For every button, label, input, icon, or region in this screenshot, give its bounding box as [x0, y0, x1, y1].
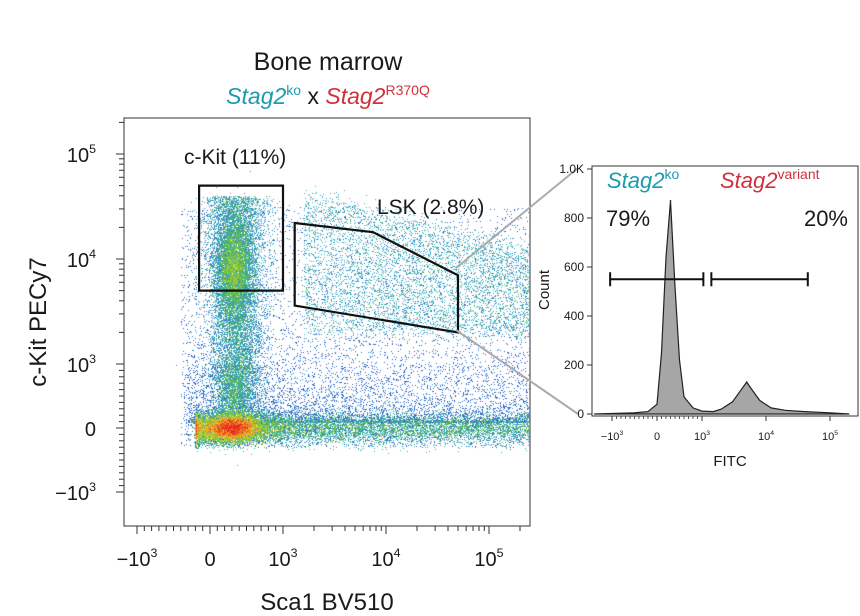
density-cloud: [124, 118, 530, 526]
density-y-tick-label: 103: [67, 352, 96, 377]
density-y-tick-label-exp: 3: [89, 480, 96, 494]
density-y-tick-label-base: 0: [85, 419, 96, 441]
density-y-tick-label: 104: [67, 247, 96, 272]
density-x-tick-label: −103: [117, 546, 158, 571]
density-x-tick-label: 104: [371, 546, 400, 571]
hist-y-tick-label: 800: [564, 211, 584, 225]
histogram-y-axis: 1.0K 800 600 400 200 0: [559, 162, 592, 421]
figure-title: Bone marrow: [254, 48, 404, 76]
density-gates: [198, 184, 460, 334]
hist-x-tick-label-exp: 4: [770, 430, 774, 437]
histogram-area: [594, 200, 850, 415]
hist-label-stag2ko-gene: Stag2: [607, 168, 665, 193]
hist-x-tick-label: −103: [601, 430, 624, 443]
hist-y-tick-label: 0: [577, 407, 584, 421]
zoom-connector-top: [455, 167, 579, 269]
hist-x-tick-label-base: −10: [601, 431, 620, 443]
density-x-tick-label-base: 10: [371, 549, 393, 571]
hist-x-tick-label: 104: [758, 430, 774, 443]
hist-x-tick-label-base: 10: [694, 431, 706, 443]
hist-y-tick-label: 1.0K: [559, 162, 584, 176]
hist-label-stag2ko: Stag2ko: [607, 166, 680, 193]
density-y-tick-label: 105: [67, 142, 96, 167]
density-x-tick-label: 105: [474, 546, 503, 571]
density-y-tick-label-base: 10: [67, 145, 89, 167]
hist-y-tick-label: 600: [564, 260, 584, 274]
density-y-tick-label: −103: [55, 480, 96, 505]
density-y-label: c-Kit PECy7: [25, 257, 52, 386]
histogram-x-axis: −103 0 103 104 105: [601, 416, 838, 443]
histogram-frame: [591, 165, 859, 417]
hist-label-stag2ko-sup: ko: [665, 166, 680, 182]
histogram-peak: [669, 200, 672, 202]
density-x-tick-label: 103: [268, 546, 297, 571]
density-heatmap-image: [124, 118, 530, 526]
histogram-gates: [609, 272, 809, 287]
density-x-tick-label-base: 10: [268, 549, 290, 571]
hist-x-tick-label-exp: 5: [834, 430, 838, 437]
hist-x-tick-label-exp: 3: [619, 430, 623, 437]
figure-subtitle: Stag2ko x Stag2R370Q: [226, 82, 430, 109]
subtitle-gene-b-sup: R370Q: [385, 82, 429, 98]
hist-x-tick-label-exp: 3: [706, 430, 710, 437]
density-y-tick-label-exp: 3: [89, 352, 96, 366]
density-x-tick-label-base: 0: [204, 549, 215, 571]
density-x-label: Sca1 BV510: [260, 589, 393, 616]
hist-x-tick-label: 105: [822, 430, 838, 443]
density-x-axis: −103 0 103 104 105: [117, 526, 521, 571]
gate-label-ckit: c-Kit (11%): [184, 146, 286, 169]
density-y-tick-label-base: 10: [67, 355, 89, 377]
hist-y-tick-label: 200: [564, 358, 584, 372]
density-y-tick-label-base: 10: [67, 250, 89, 272]
subtitle-joiner: x: [301, 83, 325, 109]
density-x-tick-label-exp: 4: [394, 546, 401, 560]
hist-y-tick-label: 400: [564, 309, 584, 323]
histogram-y-label: Count: [536, 269, 553, 310]
subtitle-gene-a-sup: ko: [286, 82, 301, 98]
hist-label-stag2variant: Stag2variant: [720, 166, 820, 193]
hist-label-stag2variant-gene: Stag2: [720, 168, 778, 193]
density-x-tick-label-base: −10: [117, 549, 151, 571]
zoom-connector-bottom: [455, 329, 579, 415]
subtitle-gene-a: Stag2: [226, 83, 286, 109]
hist-x-tick-label-base: 10: [822, 431, 834, 443]
hist-x-tick-label-base: 0: [654, 431, 660, 443]
histogram-peak: [745, 381, 748, 383]
density-x-tick-label-base: 10: [474, 549, 496, 571]
gate-lsk: [293, 221, 460, 334]
subtitle-gene-b: Stag2: [325, 83, 385, 109]
density-x-tick-label-exp: 3: [151, 546, 158, 560]
gate-label-lsk: LSK (2.8%): [377, 196, 484, 219]
density-y-tick-label: 0: [85, 419, 96, 441]
density-x-tick-label-exp: 3: [291, 546, 298, 560]
hist-label-stag2variant-sup: variant: [778, 166, 820, 182]
density-y-tick-label-exp: 4: [89, 247, 96, 261]
hist-x-tick-label-base: 10: [758, 431, 770, 443]
density-x-tick-label: 0: [204, 549, 215, 571]
hist-percent-stag2ko: 79%: [606, 206, 650, 231]
histogram-x-label: FITC: [713, 453, 746, 470]
histogram-peaks: [669, 200, 748, 383]
gate-c-kit: [198, 184, 285, 292]
density-y-tick-label-base: −10: [55, 483, 89, 505]
density-x-tick-label-exp: 5: [497, 546, 504, 560]
hist-x-tick-label: 103: [694, 430, 710, 443]
density-y-tick-label-exp: 5: [89, 142, 96, 156]
hist-percent-stag2variant: 20%: [804, 206, 848, 231]
hist-x-tick-label: 0: [654, 431, 660, 443]
